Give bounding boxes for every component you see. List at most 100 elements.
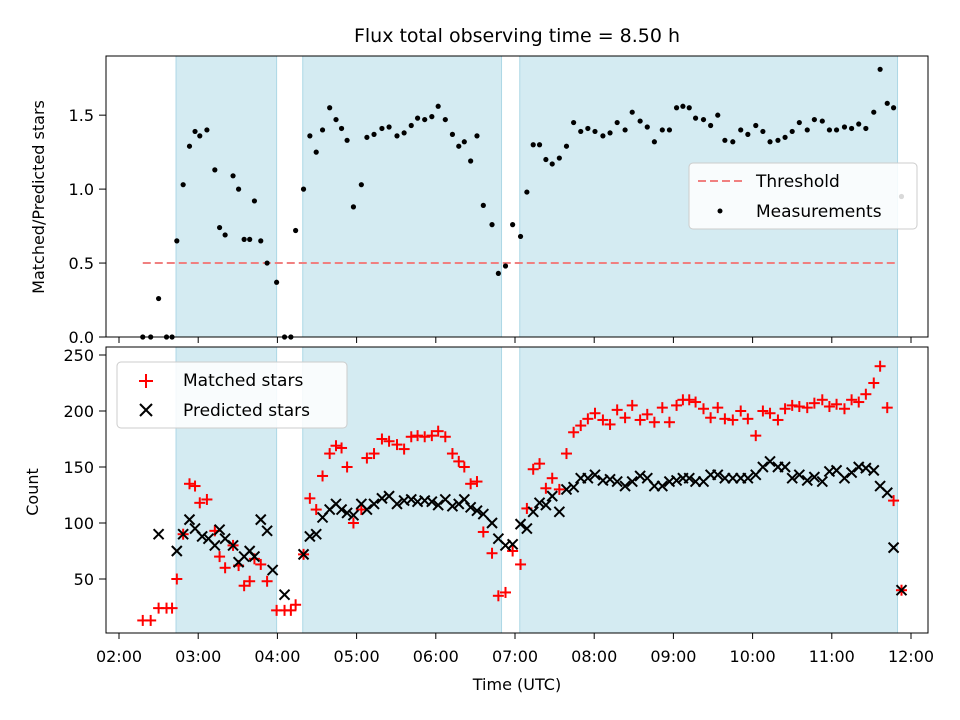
predicted-star-point	[670, 474, 683, 487]
measurement-point	[760, 128, 766, 135]
predicted-star-point	[361, 503, 373, 516]
matched-star-point	[361, 452, 373, 464]
measurement-point	[429, 114, 435, 120]
measurement-point	[692, 115, 699, 121]
predicted-star-point	[553, 506, 566, 518]
measurement-point	[841, 124, 848, 130]
x-tick-label: 07:00	[492, 647, 538, 666]
measurement-point	[461, 139, 467, 145]
predicted-legend-label: Predicted stars	[183, 401, 310, 421]
measurement-point	[510, 222, 516, 228]
measurement-point	[230, 173, 236, 179]
matched-star-point	[705, 412, 717, 424]
measurement-point	[364, 134, 370, 140]
count-legend: Matched stars Predicted stars	[116, 361, 348, 429]
matched-star-point	[446, 448, 458, 460]
measurement-point	[877, 66, 883, 72]
measurement-point	[730, 139, 736, 145]
predicted-star-point	[764, 455, 776, 468]
predicted-star-point	[477, 508, 490, 520]
measurement-point	[543, 156, 549, 163]
measurement-point	[502, 263, 509, 269]
matched-star-point	[471, 476, 483, 488]
measurement-point	[307, 133, 313, 139]
measurement-point	[767, 139, 773, 145]
matched-star-point	[801, 402, 813, 414]
measurement-point	[489, 222, 495, 228]
measurement-point	[350, 204, 357, 210]
x-tick-label: 04:00	[254, 647, 300, 666]
predicted-star-point	[304, 530, 316, 543]
predicted-star-point	[808, 471, 821, 483]
x-tick-label: 03:00	[175, 647, 221, 666]
measurement-point	[607, 130, 613, 136]
measurement-point	[358, 182, 364, 188]
predicted-star-point	[506, 538, 519, 550]
matched-star-point	[183, 478, 195, 490]
measurement-point	[753, 122, 759, 129]
predicted-star-point	[426, 496, 438, 508]
measurement-point	[686, 105, 692, 111]
matched-star-point	[757, 405, 769, 417]
matched-star-point	[492, 590, 504, 602]
matched-star-point	[881, 402, 893, 414]
matched-star-point	[727, 414, 739, 426]
predicted-star-point	[801, 474, 813, 487]
measurement-point	[819, 118, 825, 124]
measurement-point	[344, 137, 350, 143]
matched-star-point	[324, 448, 336, 460]
ratio-y-ticks: 0.0 0.5 1.0 1.5	[69, 106, 106, 347]
measurement-point	[549, 161, 555, 167]
predicted-star-point	[152, 528, 165, 540]
matched-star-point	[735, 405, 747, 417]
matched-star-point	[860, 388, 872, 400]
measurement-point	[680, 103, 686, 109]
ratio-y-axis-label: Matched/Predicted stars	[29, 100, 48, 294]
matched-star-point	[742, 413, 754, 425]
measurement-point	[517, 233, 524, 240]
matched-star-point	[868, 377, 880, 389]
matched-star-point	[874, 360, 886, 372]
measurement-point	[600, 133, 606, 139]
count-legend-box	[116, 361, 348, 429]
measurement-point	[563, 143, 570, 149]
matched-star-point	[626, 399, 638, 411]
matched-star-point	[690, 396, 702, 408]
measurement-point	[379, 125, 385, 132]
matched-star-point	[391, 439, 403, 451]
measurement-point	[700, 116, 707, 123]
measurement-point	[849, 125, 855, 132]
observing-interval-2	[302, 55, 503, 338]
measurement-point	[715, 112, 721, 118]
matched-star-point	[145, 614, 157, 626]
matched-star-point	[888, 495, 900, 507]
measurement-point	[578, 128, 584, 135]
measurement-point	[871, 109, 877, 115]
chart-title: Flux total observing time = 8.50 h	[354, 25, 680, 47]
matched-star-point	[477, 526, 489, 538]
matched-star-point	[194, 497, 206, 509]
matched-star-point	[310, 504, 322, 516]
ratio-y-tick-label: 1.5	[69, 106, 94, 125]
matched-star-point	[589, 407, 601, 419]
measurements-legend-label: Measurements	[756, 202, 882, 222]
measurement-point	[651, 139, 657, 145]
measurement-point	[673, 105, 680, 111]
predicted-star-point	[712, 469, 724, 481]
matched-star-point	[786, 399, 798, 411]
measurement-point	[789, 128, 795, 135]
measurement-point	[442, 116, 448, 123]
predicted-star-point	[405, 493, 417, 506]
matched-star-point	[405, 431, 417, 443]
predicted-legend-swatch	[139, 403, 153, 417]
matched-star-point	[515, 558, 527, 570]
count-panel-frame	[105, 346, 929, 634]
x-tick-label: 11:00	[809, 647, 855, 666]
predicted-star-point	[604, 473, 616, 486]
measurement-point	[474, 133, 480, 139]
matched-star-point	[453, 455, 465, 467]
matched-star-point	[634, 414, 646, 426]
matched-star-point	[507, 545, 519, 557]
measurement-point	[614, 119, 620, 126]
